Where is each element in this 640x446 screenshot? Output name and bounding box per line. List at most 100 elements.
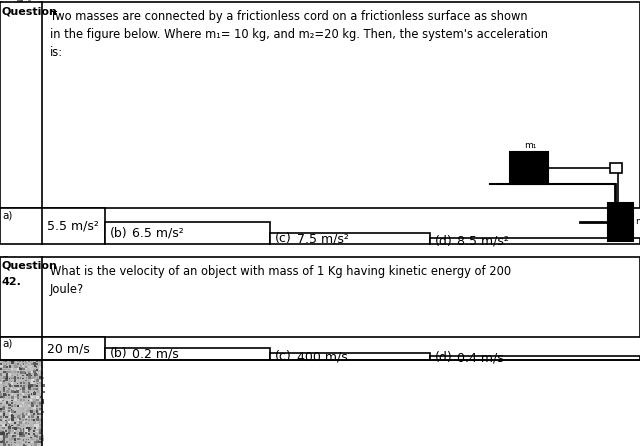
Bar — [42, 132, 44, 135]
Bar — [22, 281, 25, 283]
Bar — [25, 256, 28, 259]
Bar — [22, 130, 25, 132]
Bar — [31, 425, 32, 426]
Bar — [28, 176, 30, 177]
Bar — [3, 260, 5, 262]
Bar — [26, 36, 27, 37]
Bar — [31, 336, 33, 338]
Bar — [26, 268, 28, 270]
Bar — [3, 79, 5, 83]
Bar — [17, 89, 18, 91]
Bar — [22, 336, 24, 338]
Bar — [25, 100, 26, 101]
Bar — [19, 284, 22, 286]
Bar — [31, 127, 34, 130]
Bar — [22, 433, 24, 435]
Bar — [17, 357, 19, 359]
Bar — [31, 363, 33, 365]
Bar — [36, 148, 38, 149]
Bar — [0, 122, 1, 124]
Bar — [20, 177, 22, 180]
Bar — [28, 394, 30, 396]
Bar — [8, 13, 10, 14]
Bar — [17, 355, 20, 358]
Bar — [23, 30, 25, 32]
Bar — [40, 363, 42, 365]
Bar — [22, 116, 25, 118]
Bar — [34, 186, 36, 189]
Bar — [17, 151, 18, 153]
Bar — [33, 354, 36, 357]
Bar — [1, 114, 3, 116]
Bar — [8, 426, 12, 429]
Bar — [22, 100, 24, 102]
Bar — [28, 103, 30, 105]
Bar — [8, 429, 11, 432]
Bar — [3, 45, 6, 48]
Bar — [22, 49, 25, 51]
Text: in the figure below. Where m₁= 10 kg, and m₂=20 kg. Then, the system's accelerat: in the figure below. Where m₁= 10 kg, an… — [50, 28, 548, 41]
Bar — [0, 316, 2, 318]
Bar — [33, 71, 36, 74]
Bar — [14, 397, 15, 399]
Bar — [8, 120, 10, 121]
Bar — [14, 305, 16, 306]
Bar — [3, 297, 5, 298]
Bar — [13, 256, 16, 259]
Bar — [14, 274, 16, 276]
Bar — [39, 14, 40, 15]
Bar — [19, 109, 20, 110]
Bar — [20, 19, 22, 21]
Bar — [3, 262, 6, 264]
Bar — [26, 299, 27, 301]
Bar — [3, 418, 6, 421]
Bar — [6, 150, 7, 152]
Bar — [11, 268, 13, 270]
Bar — [31, 330, 32, 331]
Bar — [14, 133, 16, 135]
Bar — [20, 164, 22, 166]
Bar — [28, 190, 30, 191]
Bar — [8, 10, 11, 12]
Bar — [36, 95, 38, 96]
Bar — [3, 195, 4, 197]
Bar — [3, 156, 4, 157]
Bar — [14, 170, 15, 171]
Bar — [22, 85, 26, 88]
Bar — [0, 399, 3, 401]
Bar — [17, 17, 19, 18]
Bar — [11, 258, 13, 261]
Bar — [31, 277, 33, 278]
Bar — [33, 288, 35, 289]
Bar — [11, 388, 13, 390]
Bar — [0, 425, 2, 426]
Bar — [17, 430, 19, 432]
Bar — [0, 153, 1, 155]
Bar — [9, 97, 11, 99]
Bar — [26, 343, 28, 346]
Bar — [8, 310, 10, 312]
Bar — [3, 165, 4, 166]
Bar — [26, 413, 27, 415]
Bar — [28, 298, 30, 301]
Bar — [3, 285, 4, 287]
Bar — [25, 288, 27, 289]
Bar — [3, 336, 5, 338]
Bar — [26, 392, 27, 393]
Bar — [37, 110, 40, 112]
Bar — [22, 172, 24, 174]
Bar — [0, 60, 3, 63]
Bar — [33, 384, 36, 387]
Bar — [14, 99, 17, 102]
Bar — [0, 5, 1, 7]
Bar — [40, 16, 41, 17]
Bar — [3, 376, 6, 379]
Bar — [6, 114, 8, 116]
Bar — [42, 58, 43, 60]
Bar — [6, 27, 7, 29]
Bar — [17, 271, 18, 273]
Bar — [5, 330, 7, 331]
Bar — [11, 421, 13, 423]
Bar — [40, 68, 42, 70]
Bar — [22, 159, 24, 161]
